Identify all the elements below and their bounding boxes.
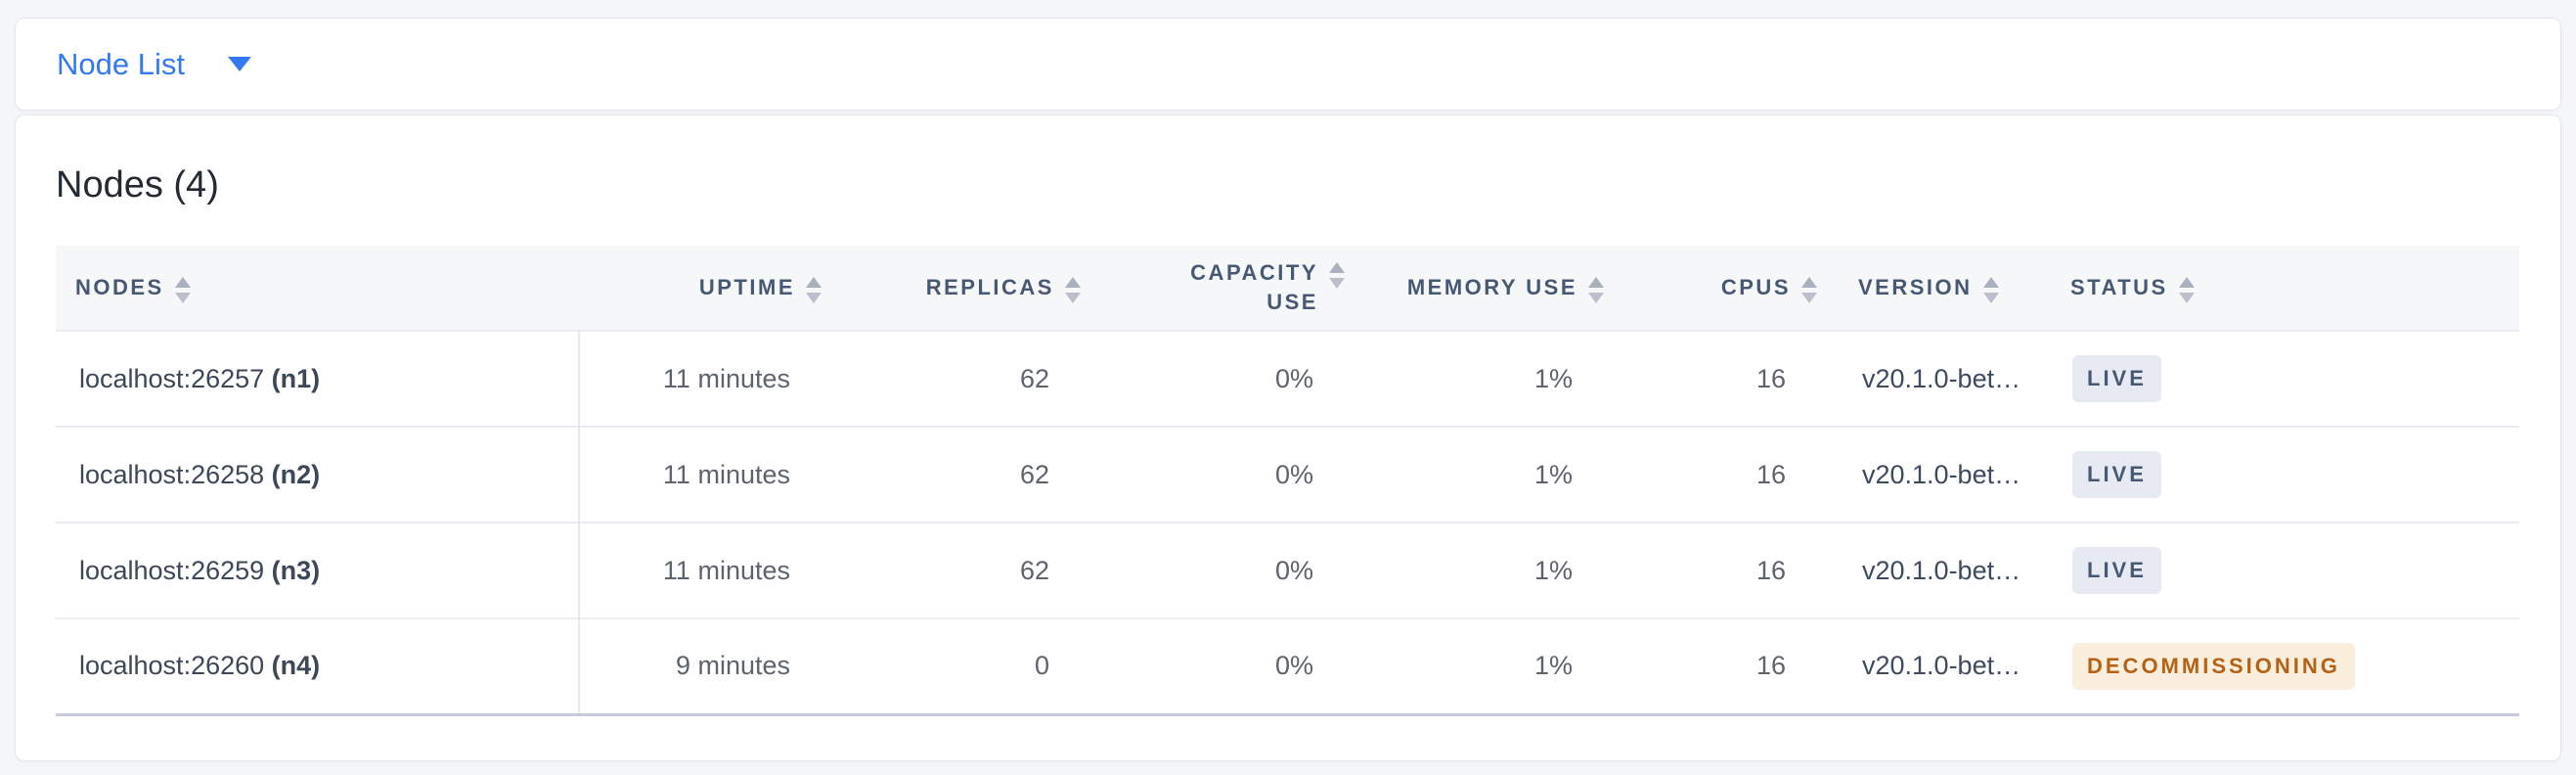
node-name-cell: localhost:26257 (n1) [56, 331, 580, 427]
node-id: (n1) [271, 363, 321, 393]
node-id: (n3) [271, 555, 321, 585]
sort-arrows-icon [174, 276, 191, 303]
column-header-uptime[interactable]: UPTIME [579, 246, 843, 331]
node-name-cell: localhost:26258 (n2) [56, 427, 580, 523]
status-badge: LIVE [2072, 547, 2161, 594]
sort-arrows-icon [1065, 276, 1081, 303]
table-row[interactable]: localhost:26260 (n4) 9 minutes 0 0% 1% 1… [56, 618, 2519, 714]
sort-arrows-icon [1329, 262, 1345, 289]
cpus-cell: 16 [1755, 651, 1786, 681]
node-name-cell: localhost:26259 (n3) [56, 523, 580, 618]
column-header-capacity-use[interactable]: CAPACITY USE [1102, 246, 1366, 331]
uptime-cell: 11 minutes [662, 555, 790, 585]
column-header-cpus[interactable]: CPUS [1625, 246, 1839, 331]
node-name-cell: localhost:26260 (n4) [56, 618, 580, 714]
replicas-cell: 62 [1019, 555, 1049, 585]
status-cell: LIVE [2051, 523, 2519, 618]
replicas-cell: 62 [1019, 363, 1049, 393]
sort-arrows-icon [2178, 276, 2195, 303]
column-header-nodes[interactable]: NODES [56, 246, 579, 331]
table-header-row: NODES UPTIME REPLICAS [56, 246, 2519, 331]
column-header-memory-use[interactable]: MEMORY USE [1366, 246, 1625, 331]
memory-use-cell: 1% [1533, 363, 1573, 393]
status-badge: DECOMMISSIONING [2072, 642, 2355, 690]
cpus-cell: 16 [1755, 459, 1786, 489]
capacity-use-cell: 0% [1274, 459, 1313, 489]
nodes-panel: Nodes (4) NODES UPTIME [15, 114, 2561, 761]
node-address: localhost:26259 [79, 555, 265, 585]
node-id: (n4) [271, 651, 321, 681]
version-cell: v20.1.0-bet… [1862, 555, 2021, 585]
status-cell: LIVE [2051, 427, 2519, 523]
memory-use-cell: 1% [1533, 651, 1573, 681]
status-cell: LIVE [2051, 331, 2519, 427]
capacity-use-cell: 0% [1274, 363, 1313, 393]
replicas-cell: 62 [1019, 459, 1049, 489]
caret-down-icon [227, 57, 251, 71]
node-address: localhost:26257 [79, 363, 265, 393]
node-address: localhost:26260 [79, 651, 265, 681]
cpus-cell: 16 [1755, 555, 1786, 585]
cpus-cell: 16 [1755, 363, 1786, 393]
table-row[interactable]: localhost:26258 (n2) 11 minutes 62 0% 1%… [56, 427, 2519, 523]
view-selector-card: Node List [15, 18, 2561, 111]
panel-title: Nodes (4) [56, 164, 219, 205]
version-cell: v20.1.0-bet… [1862, 459, 2021, 489]
node-address: localhost:26258 [79, 459, 265, 489]
nodes-table: NODES UPTIME REPLICAS [56, 246, 2519, 716]
sort-arrows-icon [806, 276, 822, 303]
uptime-cell: 11 minutes [662, 459, 790, 489]
memory-use-cell: 1% [1533, 459, 1573, 489]
uptime-cell: 11 minutes [662, 363, 790, 393]
uptime-cell: 9 minutes [675, 651, 790, 681]
column-header-version[interactable]: VERSION [1839, 246, 2051, 331]
status-badge: LIVE [2072, 355, 2161, 402]
capacity-use-cell: 0% [1274, 651, 1313, 681]
memory-use-cell: 1% [1533, 555, 1573, 585]
table-row[interactable]: localhost:26257 (n1) 11 minutes 62 0% 1%… [56, 331, 2519, 427]
status-badge: LIVE [2072, 451, 2161, 498]
node-list-dropdown[interactable]: Node List [57, 49, 251, 79]
version-cell: v20.1.0-bet… [1862, 651, 2021, 681]
node-id: (n2) [271, 459, 321, 489]
status-cell: DECOMMISSIONING [2051, 618, 2519, 714]
column-header-replicas[interactable]: REPLICAS [843, 246, 1102, 331]
sort-arrows-icon [1801, 276, 1817, 303]
version-cell: v20.1.0-bet… [1862, 363, 2021, 393]
sort-arrows-icon [1588, 276, 1604, 303]
table-row[interactable]: localhost:26259 (n3) 11 minutes 62 0% 1%… [56, 523, 2519, 618]
sort-arrows-icon [1982, 276, 1999, 303]
node-list-dropdown-label: Node List [57, 47, 185, 81]
replicas-cell: 0 [1034, 651, 1049, 681]
capacity-use-cell: 0% [1274, 555, 1313, 585]
column-header-status[interactable]: STATUS [2051, 246, 2519, 331]
